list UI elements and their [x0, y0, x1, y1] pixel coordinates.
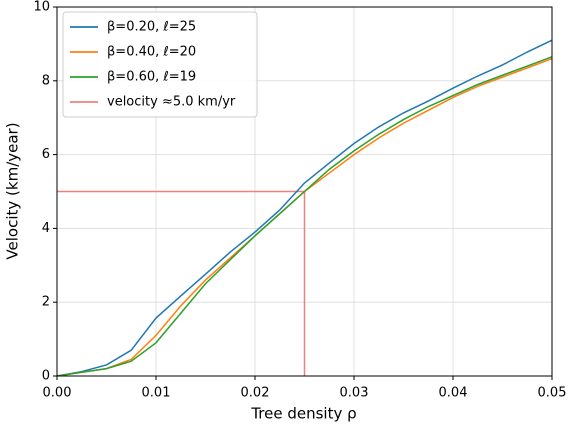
- y-axis-title: Velocity (km/year): [4, 122, 22, 259]
- legend: β=0.20, ℓ=25 β=0.40, ℓ=20 β=0.60, ℓ=19 velo…: [62, 11, 258, 118]
- series-line: [56, 39, 553, 377]
- legend-label: velocity ≈5.0 km/yr: [107, 95, 236, 110]
- y-tick-label: 8: [42, 73, 50, 88]
- plot-frame: [56, 6, 553, 377]
- x-tick-label: 0.00: [43, 386, 72, 401]
- legend-label: β=0.20, ℓ=25: [107, 20, 196, 35]
- reference-line: [57, 190, 306, 376]
- x-tick-label: 0.02: [241, 386, 270, 401]
- legend-box: [62, 11, 258, 118]
- legend-label: β=0.40, ℓ=20: [107, 45, 196, 60]
- legend-label: β=0.60, ℓ=19: [107, 70, 196, 85]
- series-line: [56, 56, 553, 377]
- y-tick-label: 0: [42, 369, 50, 384]
- x-tick-label: 0.01: [142, 386, 171, 401]
- y-tick-label: 2: [42, 295, 50, 310]
- y-tick-label: 6: [42, 147, 50, 162]
- y-tick-label: 4: [42, 221, 50, 236]
- x-axis-title: Tree density ρ: [250, 405, 356, 423]
- x-tick-label: 0.05: [538, 386, 567, 401]
- x-tick-label: 0.04: [439, 386, 468, 401]
- x-tick-label: 0.03: [340, 386, 369, 401]
- y-tick-label: 10: [33, 0, 50, 15]
